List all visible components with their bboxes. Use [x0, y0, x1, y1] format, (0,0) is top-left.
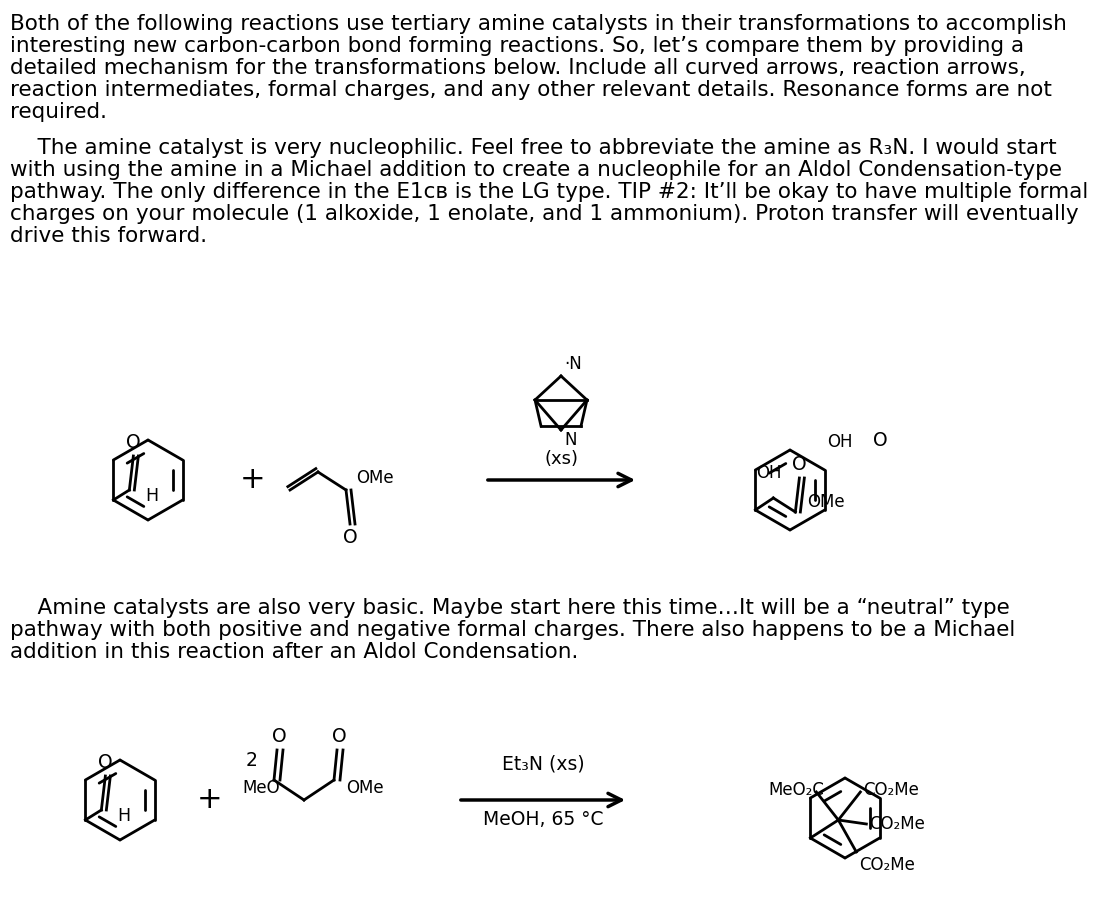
Text: OMe: OMe	[346, 779, 384, 797]
Text: detailed mechanism for the transformations below. Include all curved arrows, rea: detailed mechanism for the transformatio…	[10, 58, 1026, 78]
Text: MeO: MeO	[242, 779, 280, 797]
Text: (xs): (xs)	[543, 450, 578, 468]
Text: N: N	[564, 431, 577, 449]
Text: OMe: OMe	[807, 493, 845, 511]
Text: O: O	[98, 753, 113, 772]
Text: H: H	[117, 807, 131, 825]
Text: O: O	[792, 455, 807, 474]
Text: CO₂Me: CO₂Me	[869, 815, 925, 833]
Text: 2: 2	[246, 751, 258, 769]
Text: pathway with both positive and negative formal charges. There also happens to be: pathway with both positive and negative …	[10, 620, 1016, 640]
Text: reaction intermediates, formal charges, and any other relevant details. Resonanc: reaction intermediates, formal charges, …	[10, 80, 1052, 100]
Text: H: H	[145, 487, 158, 505]
Text: OH: OH	[827, 433, 853, 451]
Text: interesting new carbon-carbon bond forming reactions. So, let’s compare them by : interesting new carbon-carbon bond formi…	[10, 36, 1024, 56]
Text: CO₂Me: CO₂Me	[859, 856, 915, 874]
Text: OH: OH	[757, 464, 782, 482]
Text: ·N: ·N	[564, 355, 581, 373]
Text: Both of the following reactions use tertiary amine catalysts in their transforma: Both of the following reactions use tert…	[10, 14, 1067, 34]
Text: O: O	[271, 727, 287, 746]
Text: O: O	[331, 727, 346, 746]
Text: O: O	[343, 528, 357, 547]
Text: with using the amine in a Michael addition to create a nucleophile for an Aldol : with using the amine in a Michael additi…	[10, 160, 1062, 180]
Text: addition in this reaction after an Aldol Condensation.: addition in this reaction after an Aldol…	[10, 642, 578, 662]
Text: CO₂Me: CO₂Me	[864, 781, 920, 799]
Text: O: O	[126, 433, 141, 452]
Text: MeO₂C: MeO₂C	[768, 781, 825, 799]
Text: O: O	[873, 430, 887, 449]
Text: Et₃N (xs): Et₃N (xs)	[502, 755, 585, 774]
Text: pathway. The only difference in the E1ᴄʙ is the LG type. TIP #2: It’ll be okay t: pathway. The only difference in the E1ᴄʙ…	[10, 182, 1088, 202]
Text: charges on your molecule (1 alkoxide, 1 enolate, and 1 ammonium). Proton transfe: charges on your molecule (1 alkoxide, 1 …	[10, 204, 1079, 224]
Text: +: +	[240, 466, 266, 494]
Text: The amine catalyst is very nucleophilic. Feel free to abbreviate the amine as R₃: The amine catalyst is very nucleophilic.…	[10, 138, 1057, 158]
Text: MeOH, 65 °C: MeOH, 65 °C	[483, 810, 604, 829]
Text: drive this forward.: drive this forward.	[10, 226, 208, 246]
Text: Amine catalysts are also very basic. Maybe start here this time…It will be a “ne: Amine catalysts are also very basic. May…	[10, 598, 1010, 618]
Text: OMe: OMe	[356, 469, 394, 487]
Text: +: +	[198, 786, 223, 814]
Text: required.: required.	[10, 102, 107, 122]
